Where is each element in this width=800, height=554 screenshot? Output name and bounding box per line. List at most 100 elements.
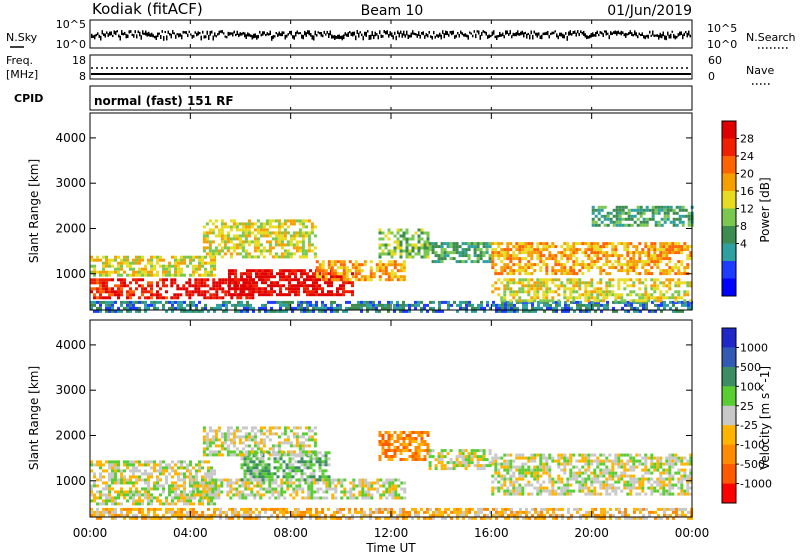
power-cell: [197, 287, 201, 291]
velocity-cell: [90, 513, 93, 517]
power-cell: [165, 290, 168, 294]
velocity-cell: [120, 510, 123, 514]
velocity-cell: [190, 484, 194, 488]
velocity-cell: [183, 460, 186, 464]
power-cell: [618, 214, 622, 218]
power-cell: [108, 273, 111, 277]
power-cell: [521, 257, 525, 261]
velocity-cell: [282, 451, 286, 455]
velocity-cell: [385, 478, 389, 482]
velocity-cell: [256, 447, 260, 451]
power-cell: [543, 300, 546, 304]
power-cell: [530, 242, 534, 246]
velocity-cell: [144, 490, 147, 494]
power-cell: [678, 300, 681, 304]
velocity-cell: [345, 516, 348, 520]
nsky-point: [260, 33, 262, 37]
power-cell: [650, 287, 654, 291]
velocity-cell: [355, 496, 359, 500]
power-cell: [455, 260, 459, 264]
velocity-cell: [180, 493, 183, 497]
power-cell: [280, 246, 284, 250]
power-cell: [211, 252, 215, 256]
velocity-cell: [675, 510, 678, 514]
velocity-cell: [202, 453, 206, 457]
velocity-cell: [262, 426, 266, 430]
velocity-cell: [153, 481, 156, 485]
power-cell: [250, 240, 254, 244]
power-cell: [207, 261, 210, 265]
velocity-cell: [226, 484, 230, 488]
power-cell: [518, 269, 522, 273]
power-cell: [653, 242, 657, 246]
velocity-cell: [318, 469, 322, 473]
velocity-cell: [220, 481, 224, 485]
nsky-point: [127, 34, 129, 38]
power-cell: [642, 211, 646, 215]
velocity-cell: [279, 510, 282, 514]
power-cell: [253, 243, 257, 247]
power-cell: [672, 217, 676, 221]
power-cell: [282, 303, 285, 307]
power-cell: [641, 266, 645, 270]
power-cell: [527, 251, 531, 255]
nsky-point: [482, 30, 484, 33]
nsky-point: [140, 35, 142, 40]
velocity-cell: [292, 481, 296, 485]
velocity-cell: [361, 493, 365, 497]
velocity-cell: [304, 444, 308, 448]
power-cell: [452, 251, 456, 255]
velocity-cell: [111, 502, 114, 506]
power-cell: [522, 300, 525, 304]
nsky-point: [578, 32, 580, 37]
velocity-cell: [294, 513, 297, 517]
power-cell: [150, 287, 153, 291]
power-cell: [123, 278, 126, 282]
velocity-cell: [432, 516, 435, 520]
power-cell: [575, 296, 579, 300]
power-cell: [557, 287, 561, 291]
power-cell: [536, 251, 540, 255]
power-cell: [542, 248, 546, 252]
power-cell: [93, 281, 96, 285]
power-cell: [108, 258, 111, 262]
velocity-cell: [271, 450, 275, 454]
power-cell: [150, 293, 153, 297]
power-cell: [117, 261, 120, 265]
power-cell: [99, 300, 102, 304]
velocity-cell: [258, 516, 261, 520]
nsky-point: [622, 31, 624, 34]
power-cell: [315, 272, 319, 276]
nsky-point: [434, 35, 436, 39]
power-cell: [180, 309, 183, 313]
velocity-cell: [271, 447, 275, 451]
power-cell: [671, 293, 675, 297]
power-cell: [259, 234, 263, 238]
velocity-cell: [642, 513, 645, 517]
power-cell: [605, 257, 609, 261]
nsky-point: [490, 35, 492, 38]
power-cell: [378, 260, 382, 264]
velocity-cell: [192, 510, 195, 514]
power-cell: [93, 264, 96, 268]
power-cell: [255, 287, 258, 291]
power-cell: [135, 281, 138, 285]
power-cell: [90, 287, 93, 291]
power-cell: [277, 222, 281, 226]
power-cell: [211, 255, 215, 259]
power-cell: [375, 269, 379, 273]
velocity-cell: [453, 510, 456, 514]
power-cell: [186, 303, 189, 307]
power-cell: [348, 269, 352, 273]
velocity-cell: [229, 453, 233, 457]
velocity-cell: [180, 460, 183, 464]
velocity-cell: [252, 463, 256, 467]
power-cell: [636, 211, 640, 215]
nsky-point: [413, 32, 415, 35]
power-cell: [318, 269, 322, 273]
velocity-cell: [159, 484, 162, 488]
power-cell: [669, 208, 673, 212]
power-cell: [333, 278, 337, 282]
velocity-cell: [400, 496, 404, 500]
velocity-cell: [328, 487, 332, 491]
